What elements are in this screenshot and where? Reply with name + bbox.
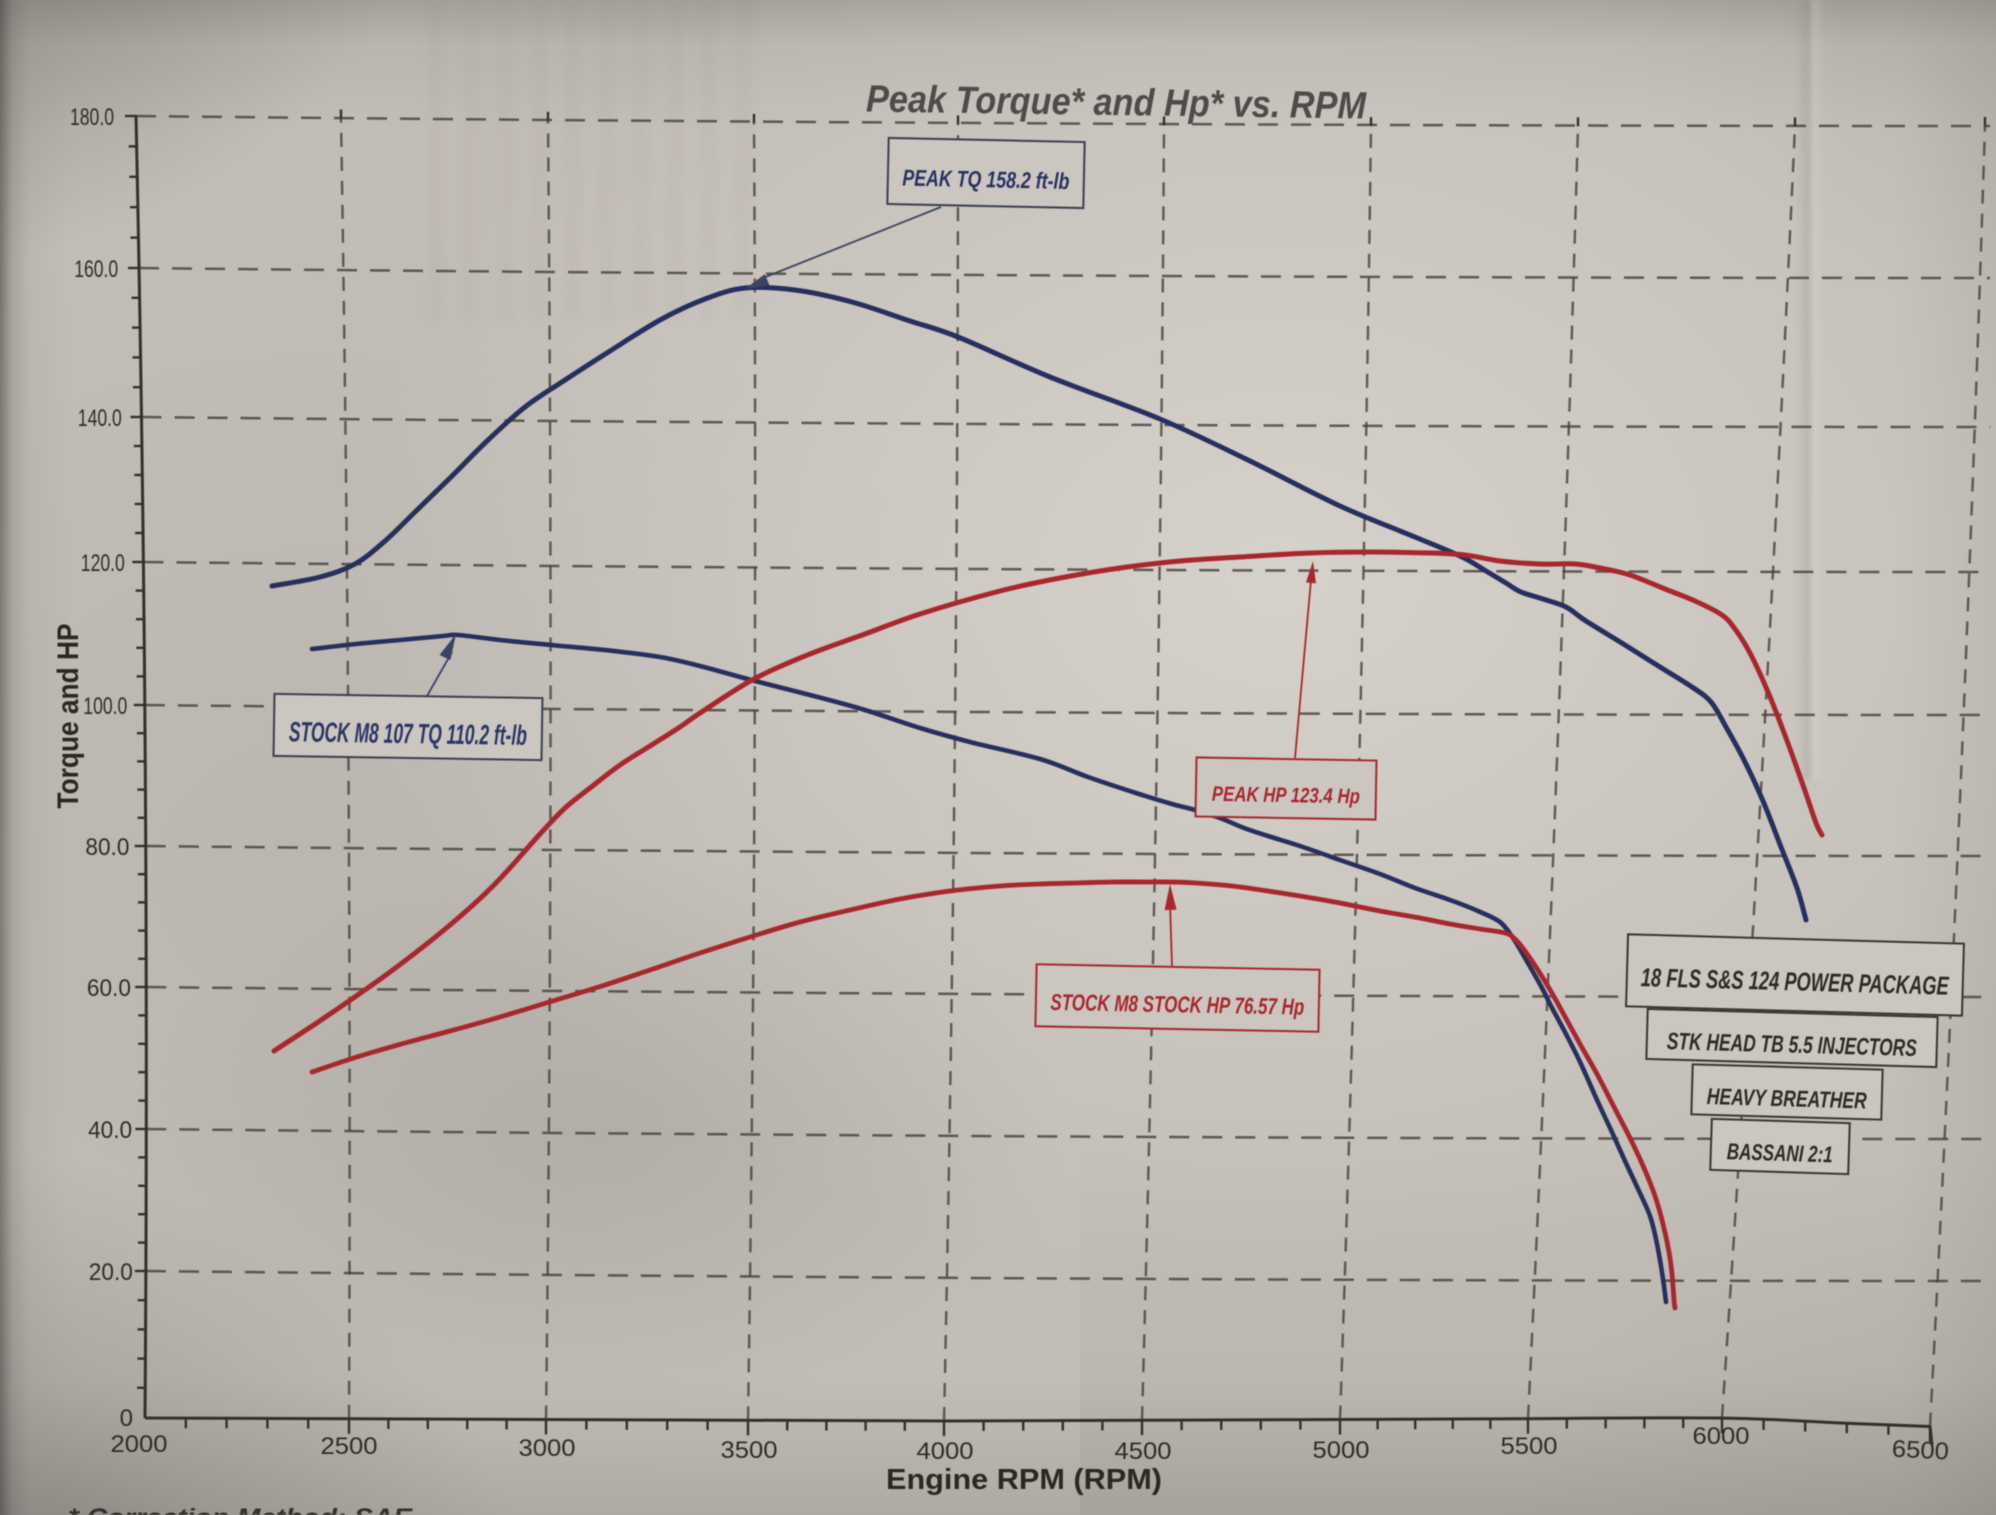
svg-text:Torque and HP: Torque and HP	[52, 624, 85, 809]
svg-text:STOCK M8 STOCK HP 76.57 Hp: STOCK M8 STOCK HP 76.57 Hp	[1050, 989, 1304, 1020]
svg-text:140.0: 140.0	[78, 405, 122, 432]
svg-text:6000: 6000	[1693, 1423, 1750, 1450]
svg-text:4500: 4500	[1115, 1438, 1172, 1465]
svg-text:3000: 3000	[519, 1435, 576, 1462]
svg-text:2500: 2500	[321, 1433, 378, 1460]
svg-text:5500: 5500	[1501, 1433, 1558, 1460]
svg-text:PEAK HP 123.4 Hp: PEAK HP 123.4 Hp	[1212, 783, 1361, 809]
svg-text:4000: 4000	[917, 1438, 974, 1465]
svg-text:80.0: 80.0	[85, 834, 129, 861]
svg-text:5000: 5000	[1313, 1437, 1370, 1464]
svg-text:* Correction Method: SAE: * Correction Method: SAE	[68, 1504, 413, 1515]
svg-text:0: 0	[120, 1405, 133, 1432]
svg-text:20.0: 20.0	[89, 1259, 133, 1286]
svg-text:160.0: 160.0	[74, 256, 118, 283]
svg-text:3500: 3500	[721, 1437, 778, 1464]
svg-text:180.0: 180.0	[70, 104, 114, 131]
svg-text:6500: 6500	[1891, 1436, 1949, 1466]
svg-text:Peak Torque* and Hp* vs. RPM: Peak Torque* and Hp* vs. RPM	[866, 79, 1368, 128]
svg-text:PEAK TQ 158.2 ft-lb: PEAK TQ 158.2 ft-lb	[902, 165, 1070, 194]
svg-text:2000: 2000	[111, 1431, 168, 1458]
svg-text:60.0: 60.0	[87, 975, 131, 1002]
svg-text:Engine RPM (RPM): Engine RPM (RPM)	[886, 1464, 1162, 1496]
svg-text:100.0: 100.0	[83, 693, 127, 720]
svg-text:120.0: 120.0	[81, 550, 125, 577]
svg-text:40.0: 40.0	[88, 1117, 132, 1144]
svg-text:STOCK M8 107 TQ 110.2 ft-lb: STOCK M8 107 TQ 110.2 ft-lb	[289, 716, 527, 751]
svg-text:HEAVY BREATHER: HEAVY BREATHER	[1706, 1083, 1867, 1113]
svg-text:BASSANI 2:1: BASSANI 2:1	[1726, 1138, 1833, 1167]
